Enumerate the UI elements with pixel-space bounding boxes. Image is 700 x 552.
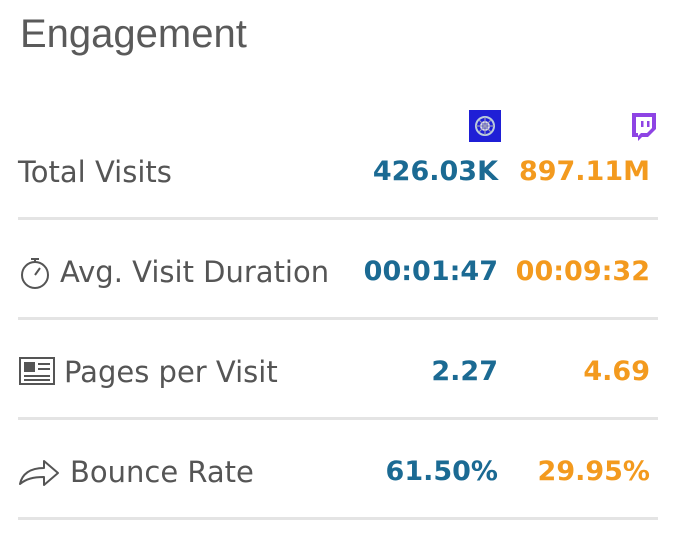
separator (18, 217, 658, 220)
row-label: Pages per Visit (64, 355, 278, 389)
site-icon-1 (469, 110, 501, 142)
value-site-1: 00:01:47 (363, 256, 498, 287)
row-label: Bounce Rate (70, 455, 254, 489)
value-site-2: 29.95% (537, 456, 650, 487)
row-label: Avg. Visit Duration (60, 255, 330, 289)
row-label: Total Visits (18, 155, 172, 189)
row: Avg. Visit Duration 00:01:47 00:09:32 (18, 252, 658, 352)
value-site-2: 4.69 (583, 356, 650, 387)
title: Engagement (20, 12, 247, 56)
row: Bounce Rate 61.50% 29.95% (18, 452, 658, 552)
value-site-1: 61.50% (385, 456, 498, 487)
site-icon-2 (632, 113, 656, 141)
value-site-1: 426.03K (372, 156, 498, 187)
separator (18, 317, 658, 320)
stopwatch-icon (21, 258, 49, 289)
value-site-2: 897.11M (518, 156, 650, 187)
row: Total Visits 426.03K 897.11M (18, 152, 658, 252)
value-site-1: 2.27 (431, 356, 498, 387)
separator (18, 517, 658, 520)
value-site-2: 00:09:32 (515, 256, 650, 287)
row: Pages per Visit 2.27 4.69 (18, 352, 658, 452)
separator (18, 417, 658, 420)
bounce-icon (19, 460, 59, 486)
pages-icon (19, 357, 55, 385)
